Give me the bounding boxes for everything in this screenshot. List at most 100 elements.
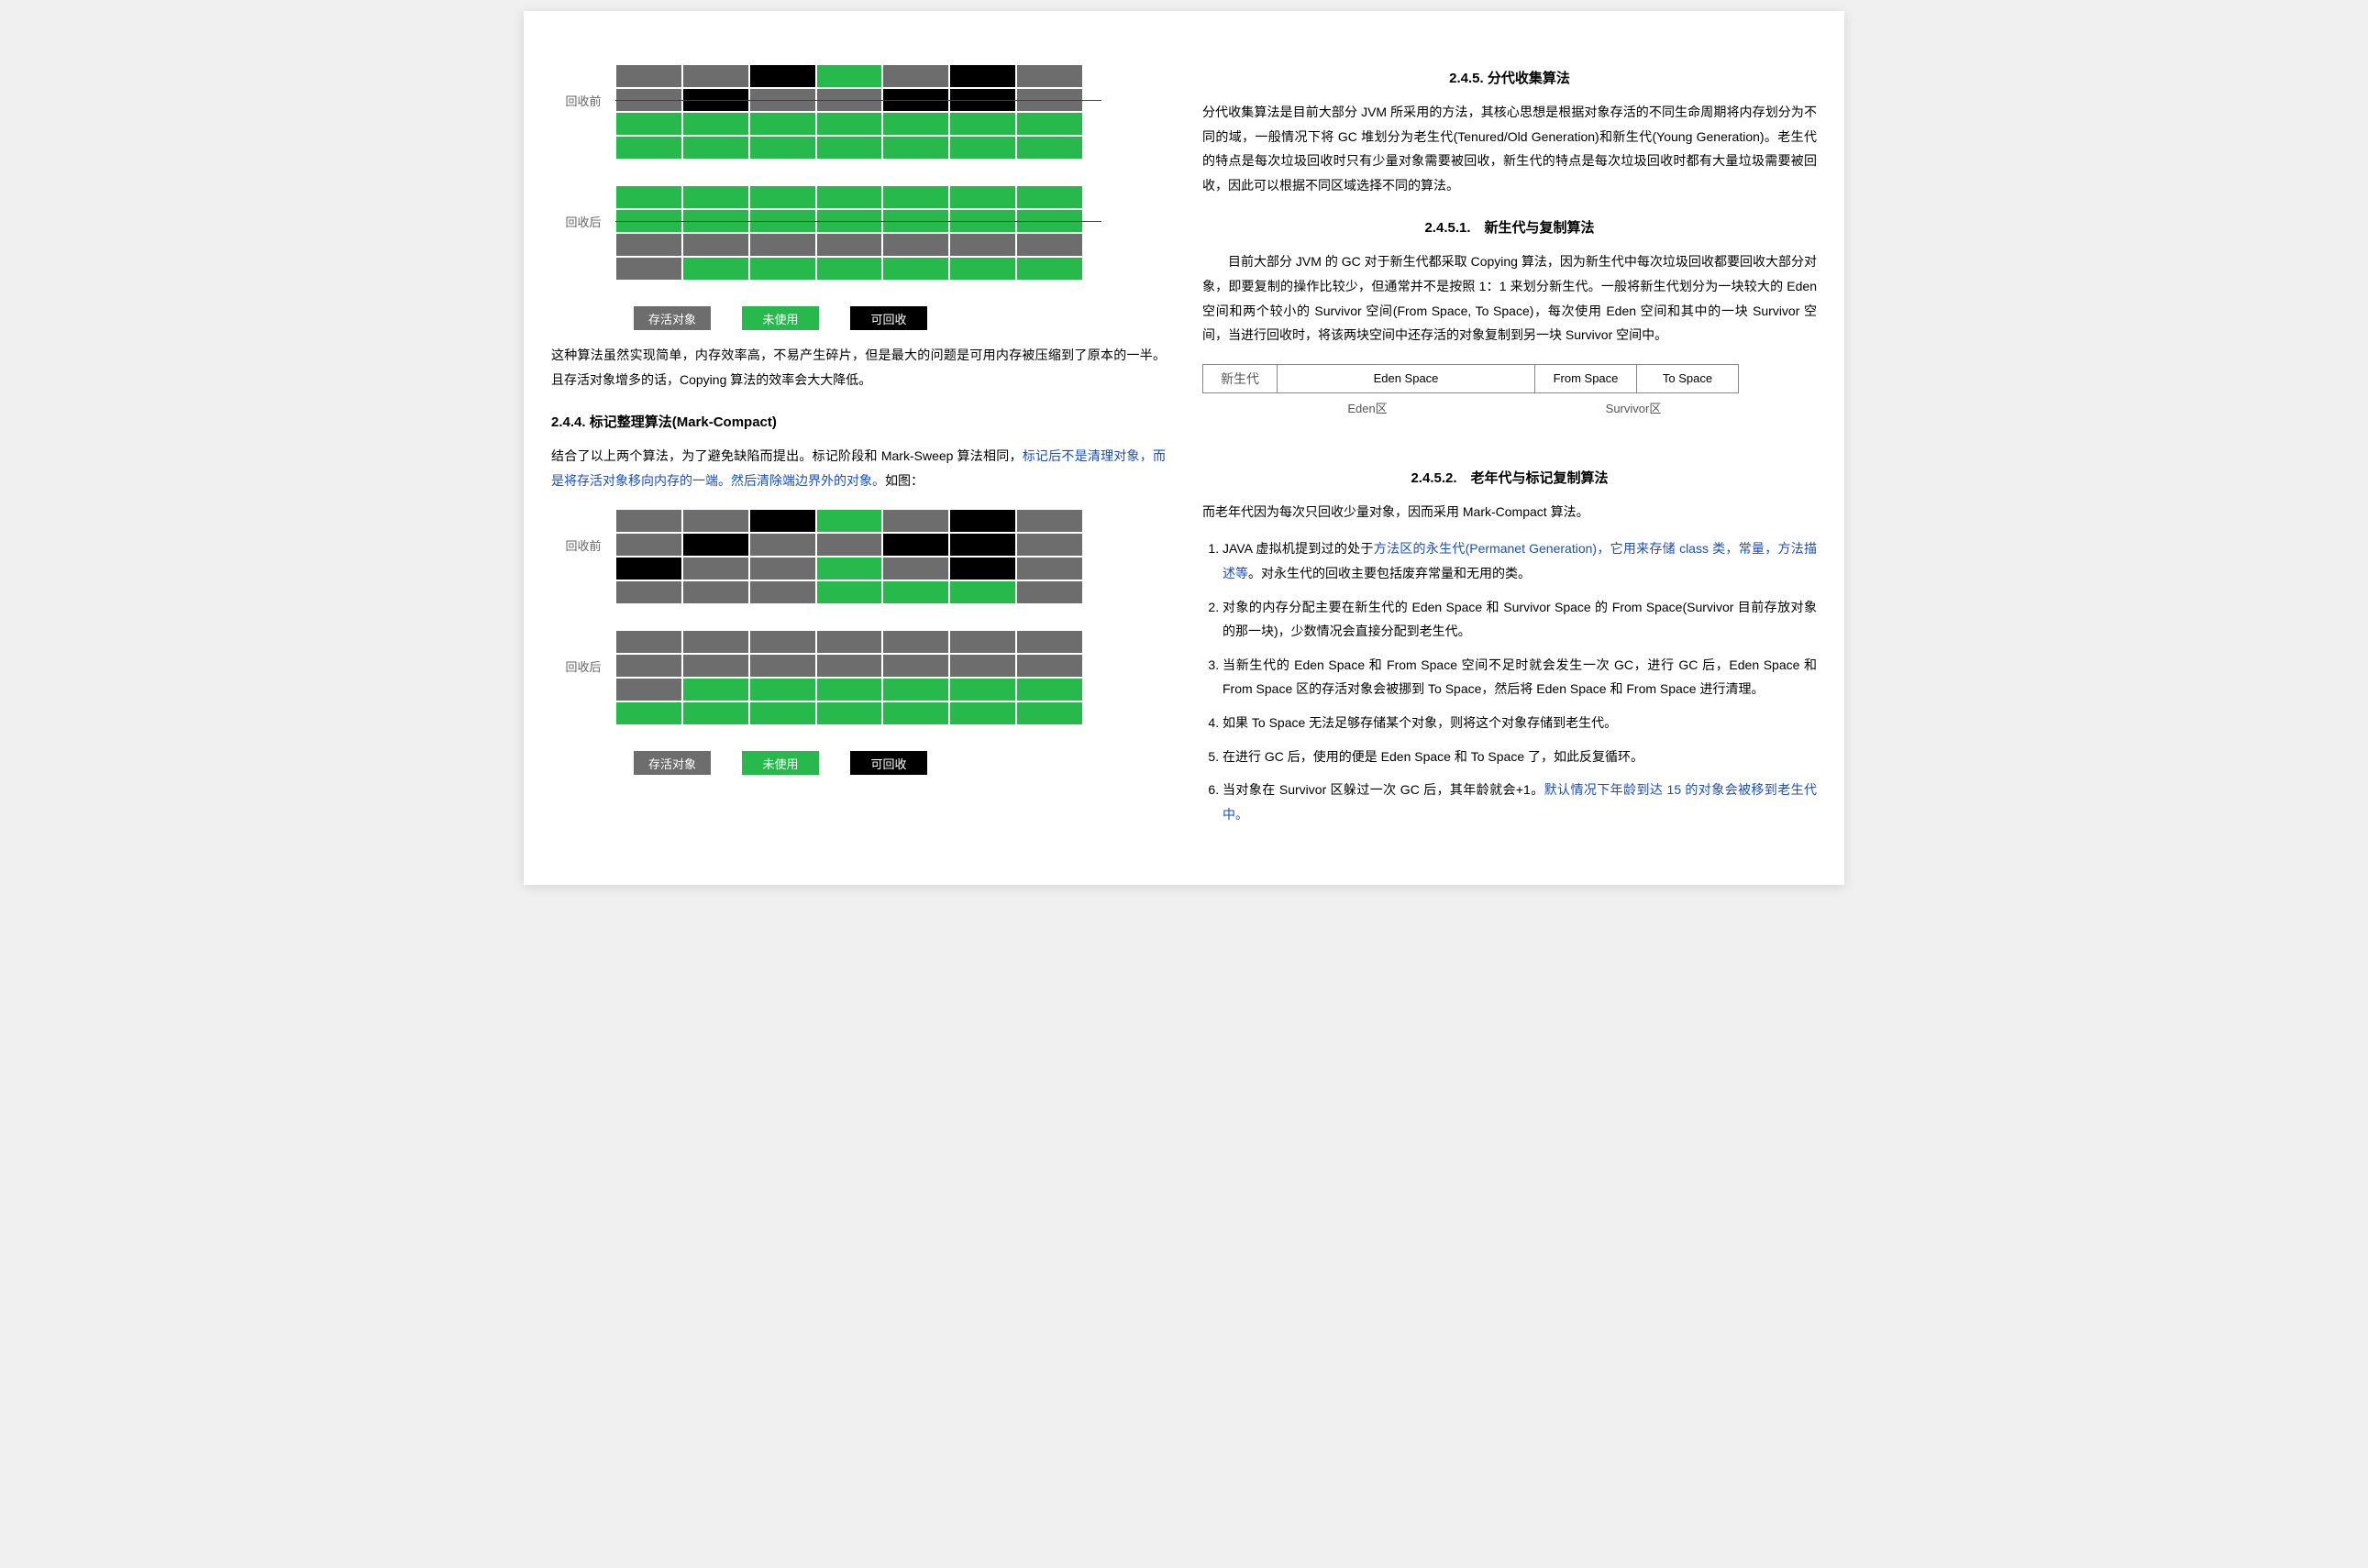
eden-space: Eden Space (1277, 364, 1535, 393)
mem-cell (683, 510, 748, 532)
legend2-dead: 可回收 (850, 751, 927, 775)
list-item-text: 。对永生代的回收主要包括废弃常量和无用的类。 (1248, 566, 1531, 580)
mem-cell (616, 137, 681, 159)
mem-cell (616, 534, 681, 556)
mem-cell (750, 65, 815, 87)
generation-diagram: 新生代 Eden Space From Space To Space Eden区… (1202, 364, 1817, 416)
mem-cell (817, 113, 882, 135)
mem-cell (817, 210, 882, 232)
list-item-text: 在进行 GC 后，使用的便是 Eden Space 和 To Space 了，如… (1223, 749, 1643, 764)
mem-cell (683, 679, 748, 701)
mem-cell (817, 65, 882, 87)
old-title: 2.4.5.2. 老年代与标记复制算法 (1202, 468, 1817, 487)
mem-cell (616, 65, 681, 87)
mem-cell (750, 679, 815, 701)
mem-cell (1017, 534, 1082, 556)
mc-before: 回收前 (551, 509, 1166, 604)
mem-cell (1017, 258, 1082, 280)
mem-cell (950, 534, 1015, 556)
mem-cell (683, 65, 748, 87)
copying-diagram: 回收前 回收后 (551, 64, 1166, 281)
gen-text: 分代收集算法是目前大部分 JVM 所采用的方法，其核心思想是根据对象存活的不同生… (1202, 100, 1817, 197)
mem-cell (1017, 186, 1082, 208)
mem-cell (683, 137, 748, 159)
mem-cell (883, 89, 948, 111)
mem-cell (616, 702, 681, 724)
mem-cell (683, 558, 748, 580)
mem-cell (950, 186, 1015, 208)
mem-cell (817, 137, 882, 159)
mem-cell (616, 89, 681, 111)
row-label: 回收后 (551, 213, 615, 230)
mem-cell (750, 258, 815, 280)
mem-cell (950, 655, 1015, 677)
mem-cell (950, 631, 1015, 653)
mem-cell (750, 655, 815, 677)
mem-cell (1017, 210, 1082, 232)
mem-cell (817, 510, 882, 532)
mem-cell (616, 655, 681, 677)
mem-cell (750, 89, 815, 111)
legend2-free: 未使用 (742, 751, 819, 775)
mem-cell (883, 113, 948, 135)
mem-cell (1017, 558, 1082, 580)
mem-cell (1017, 65, 1082, 87)
mem-cell (950, 510, 1015, 532)
list-item: 当对象在 Survivor 区躲过一次 GC 后，其年龄就会+1。默认情况下年龄… (1223, 778, 1817, 826)
copying-before: 回收前 (551, 64, 1166, 160)
mem-cell (683, 113, 748, 135)
mark-compact-text: 结合了以上两个算法，为了避免缺陷而提出。标记阶段和 Mark-Sweep 算法相… (551, 444, 1166, 492)
mem-cell (616, 210, 681, 232)
list-item: 如果 To Space 无法足够存储某个对象，则将这个对象存储到老生代。 (1223, 711, 1817, 735)
mem-cell (616, 234, 681, 256)
mem-cell (883, 186, 948, 208)
mem-cell (817, 655, 882, 677)
mem-cell (750, 631, 815, 653)
young-text: 目前大部分 JVM 的 GC 对于新生代都采取 Copying 算法，因为新生代… (1202, 249, 1817, 347)
mem-cell (883, 510, 948, 532)
right-column: 2.4.5. 分代收集算法 分代收集算法是目前大部分 JVM 所采用的方法，其核… (1202, 48, 1817, 839)
mem-cell (1017, 137, 1082, 159)
mem-cell (683, 631, 748, 653)
list-item-text: 对象的内存分配主要在新生代的 Eden Space 和 Survivor Spa… (1223, 600, 1817, 639)
mem-cell (750, 113, 815, 135)
mem-cell (817, 558, 882, 580)
list-item-text: 当对象在 Survivor 区躲过一次 GC 后，其年龄就会+1。 (1223, 782, 1544, 797)
mark-compact-diagram: 回收前 回收后 (551, 509, 1166, 725)
mem-cell (950, 558, 1015, 580)
mem-cell (883, 234, 948, 256)
copying-after: 回收后 (551, 185, 1166, 281)
mem-cell (616, 258, 681, 280)
mem-cell (683, 655, 748, 677)
list-item: JAVA 虚拟机提到过的处于方法区的永生代(Permanet Generatio… (1223, 536, 1817, 585)
mem-cell (883, 258, 948, 280)
legend-2: 存活对象 未使用 可回收 (634, 751, 1166, 775)
mem-cell (883, 137, 948, 159)
row-label: 回收前 (551, 92, 615, 109)
copying-text: 这种算法虽然实现简单，内存效率高，不易产生碎片，但是最大的问题是可用内存被压缩到… (551, 343, 1166, 392)
mem-cell (950, 210, 1015, 232)
mem-cell (817, 581, 882, 603)
legend2-live: 存活对象 (634, 751, 711, 775)
mem-cell (750, 702, 815, 724)
to-space: To Space (1636, 364, 1739, 393)
mem-cell (883, 655, 948, 677)
mem-cell (616, 510, 681, 532)
mem-cell (1017, 89, 1082, 111)
eden-sub-label: Eden区 (1202, 399, 1533, 416)
mem-cell (883, 581, 948, 603)
mem-cell (683, 210, 748, 232)
mem-cell (683, 234, 748, 256)
mem-cell (616, 558, 681, 580)
mem-cell (883, 631, 948, 653)
mem-cell (950, 65, 1015, 87)
list-item: 当新生代的 Eden Space 和 From Space 空间不足时就会发生一… (1223, 653, 1817, 701)
mem-cell (950, 234, 1015, 256)
list-item: 对象的内存分配主要在新生代的 Eden Space 和 Survivor Spa… (1223, 595, 1817, 644)
gen-title: 2.4.5. 分代收集算法 (1202, 68, 1817, 87)
mem-cell (950, 258, 1015, 280)
old-list: JAVA 虚拟机提到过的处于方法区的永生代(Permanet Generatio… (1202, 536, 1817, 826)
row-label: 回收后 (551, 657, 615, 675)
mem-cell (1017, 655, 1082, 677)
mem-cell (1017, 702, 1082, 724)
